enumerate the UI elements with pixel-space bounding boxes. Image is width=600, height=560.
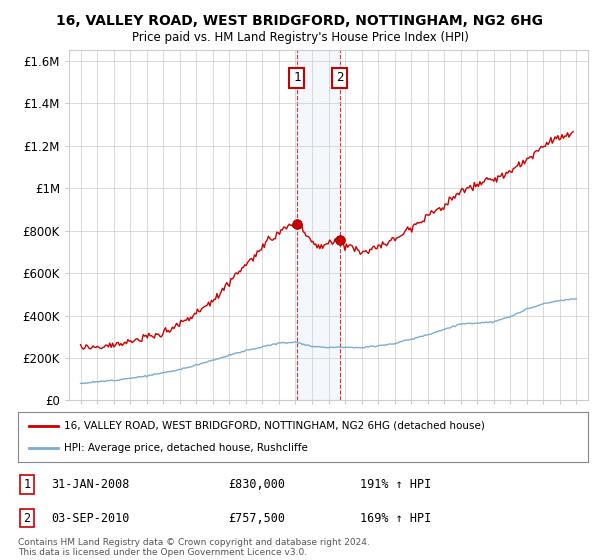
Text: £757,500: £757,500 (228, 511, 285, 525)
Text: HPI: Average price, detached house, Rushcliffe: HPI: Average price, detached house, Rush… (64, 443, 307, 453)
Text: 03-SEP-2010: 03-SEP-2010 (51, 511, 130, 525)
Text: £830,000: £830,000 (228, 478, 285, 491)
Text: 191% ↑ HPI: 191% ↑ HPI (360, 478, 431, 491)
Text: 2: 2 (23, 511, 31, 525)
Text: 169% ↑ HPI: 169% ↑ HPI (360, 511, 431, 525)
Text: 16, VALLEY ROAD, WEST BRIDGFORD, NOTTINGHAM, NG2 6HG: 16, VALLEY ROAD, WEST BRIDGFORD, NOTTING… (56, 14, 544, 28)
Text: 16, VALLEY ROAD, WEST BRIDGFORD, NOTTINGHAM, NG2 6HG (detached house): 16, VALLEY ROAD, WEST BRIDGFORD, NOTTING… (64, 421, 484, 431)
Text: 31-JAN-2008: 31-JAN-2008 (51, 478, 130, 491)
Text: Price paid vs. HM Land Registry's House Price Index (HPI): Price paid vs. HM Land Registry's House … (131, 31, 469, 44)
Text: 2: 2 (336, 72, 343, 85)
Text: 1: 1 (293, 72, 301, 85)
Text: 1: 1 (23, 478, 31, 491)
Bar (297, 50, 340, 400)
Text: Contains HM Land Registry data © Crown copyright and database right 2024.
This d: Contains HM Land Registry data © Crown c… (18, 538, 370, 557)
